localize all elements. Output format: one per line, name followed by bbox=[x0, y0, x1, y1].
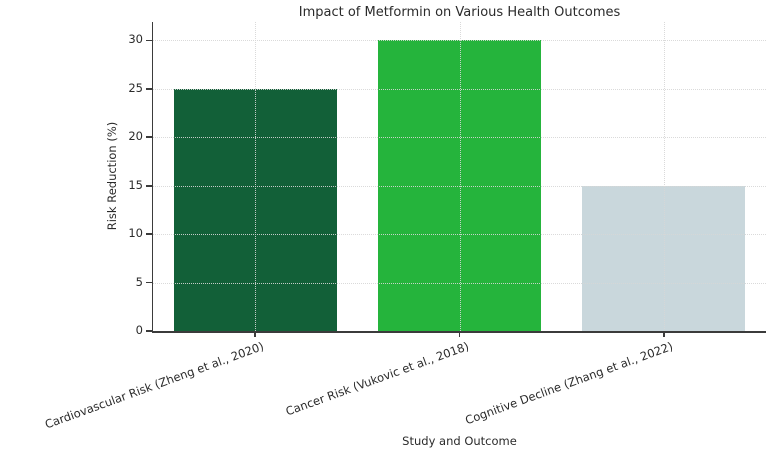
x-tick-label-2: Cognitive Decline (Zhang et al., 2022) bbox=[463, 339, 675, 428]
v-gridline-0 bbox=[255, 22, 257, 331]
y-tick-label-20: 20 bbox=[128, 129, 143, 144]
y-tick-mark-10 bbox=[146, 233, 152, 236]
y-tick-mark-30 bbox=[146, 39, 152, 42]
y-tick-mark-15 bbox=[146, 184, 152, 187]
y-tick-label-15: 15 bbox=[128, 177, 143, 192]
y-tick-mark-0 bbox=[146, 330, 152, 332]
y-tick-mark-5 bbox=[146, 281, 152, 284]
x-tick-mark-0 bbox=[254, 332, 257, 337]
x-axis-label: Study and Outcome bbox=[402, 434, 517, 448]
y-tick-label-5: 5 bbox=[135, 274, 143, 289]
y-tick-mark-25 bbox=[146, 87, 152, 90]
x-tick-label-0: Cardiovascular Risk (Zheng et al., 2020) bbox=[43, 339, 266, 432]
y-tick-mark-20 bbox=[146, 136, 152, 139]
x-tick-label-1: Cancer Risk (Vukovic et al., 2018) bbox=[283, 339, 471, 419]
y-tick-label-25: 25 bbox=[128, 80, 143, 95]
v-gridline-1 bbox=[459, 22, 461, 331]
x-axis-spine bbox=[151, 330, 766, 333]
y-tick-label-0: 0 bbox=[135, 323, 143, 337]
chart-title: Impact of Metformin on Various Health Ou… bbox=[298, 5, 621, 20]
x-tick-mark-1 bbox=[458, 332, 461, 337]
y-tick-label-10: 10 bbox=[128, 226, 143, 241]
y-axis-spine bbox=[151, 22, 154, 333]
v-gridline-2 bbox=[663, 22, 665, 331]
x-tick-mark-2 bbox=[662, 332, 665, 337]
y-tick-label-30: 30 bbox=[128, 32, 143, 47]
